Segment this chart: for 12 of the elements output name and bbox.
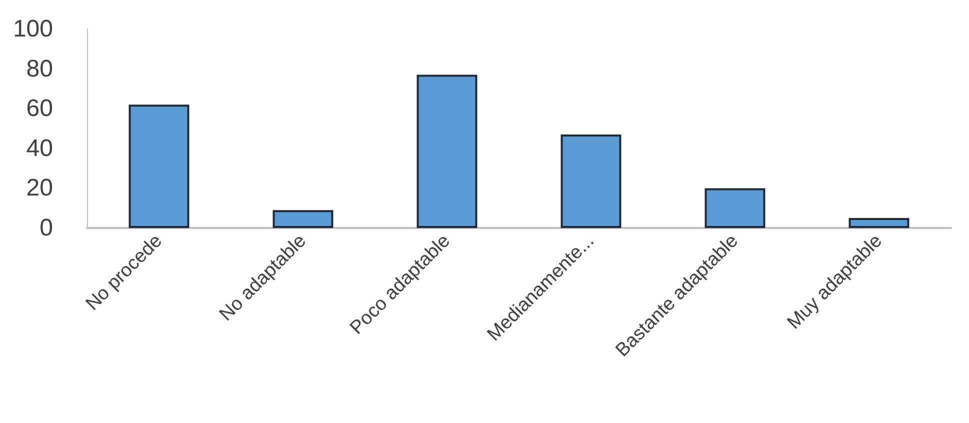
y-tick-label: 40 xyxy=(26,134,53,162)
y-tick-label: 20 xyxy=(26,174,53,202)
bar xyxy=(560,134,622,228)
bar xyxy=(128,104,190,228)
y-tick-label: 100 xyxy=(12,16,53,42)
y-tick-label: 80 xyxy=(26,55,53,82)
bar xyxy=(704,188,766,228)
y-tick-label: 60 xyxy=(26,95,53,122)
bar xyxy=(848,218,910,228)
bar xyxy=(416,74,478,228)
y-tick-label: 0 xyxy=(40,214,53,242)
bar xyxy=(272,210,334,228)
